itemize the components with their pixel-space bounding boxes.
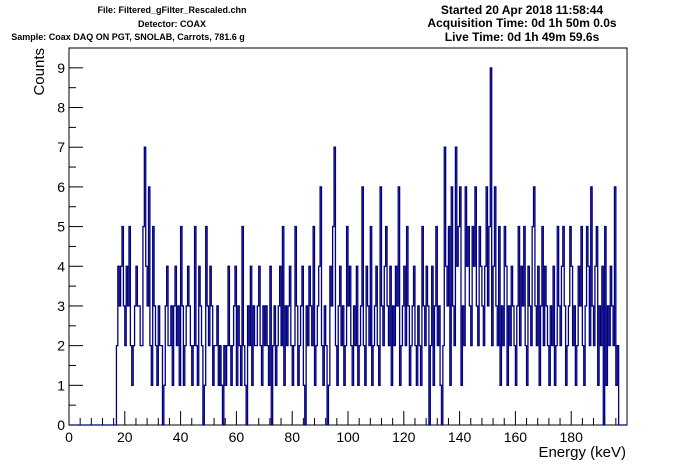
y-axis: 0 1 2 3 4 5 6 7 8 9 — [57, 47, 83, 433]
x-tick-label: 0 — [65, 429, 73, 445]
live-time-label: Live Time: 0d 1h 49m 59.6s — [444, 30, 600, 44]
x-tick-label: 180 — [560, 429, 584, 445]
y-tick-label: 7 — [57, 139, 65, 155]
x-tick-label: 40 — [173, 429, 189, 445]
x-tick-label: 60 — [229, 429, 245, 445]
start-time-label: Started 20 Apr 2018 11:58:44 — [440, 3, 604, 17]
y-tick-label: 1 — [57, 377, 65, 393]
y-tick-label: 4 — [57, 258, 65, 274]
counts-histogram-line — [69, 67, 627, 426]
x-tick-label: 120 — [392, 429, 416, 445]
x-tick-label: 80 — [284, 429, 300, 445]
y-tick-label: 6 — [57, 179, 65, 195]
x-axis-title: Energy (keV) — [538, 444, 626, 461]
y-tick-label: 9 — [57, 60, 65, 76]
file-name-label: File: Filtered_gFilter_Rescaled.chn — [97, 5, 247, 15]
detector-label: Detector: COAX — [137, 19, 207, 29]
y-tick-label: 0 — [57, 417, 65, 433]
x-tick-label: 140 — [448, 429, 472, 445]
y-tick-label: 8 — [57, 100, 65, 116]
x-tick-label: 160 — [504, 429, 528, 445]
acquisition-time-label: Acquisition Time: 0d 1h 50m 0.0s — [427, 16, 617, 30]
y-tick-label: 2 — [57, 338, 65, 354]
x-tick-label: 20 — [117, 429, 133, 445]
y-axis-title: Counts — [31, 48, 48, 96]
x-tick-label: 100 — [336, 429, 360, 445]
y-tick-label: 3 — [57, 298, 65, 314]
sample-label: Sample: Coax DAQ ON PGT, SNOLAB, Carrots… — [11, 32, 245, 42]
x-axis: 0 20 40 60 80 100 120 140 160 180 — [65, 411, 617, 445]
y-tick-label: 5 — [57, 219, 65, 235]
